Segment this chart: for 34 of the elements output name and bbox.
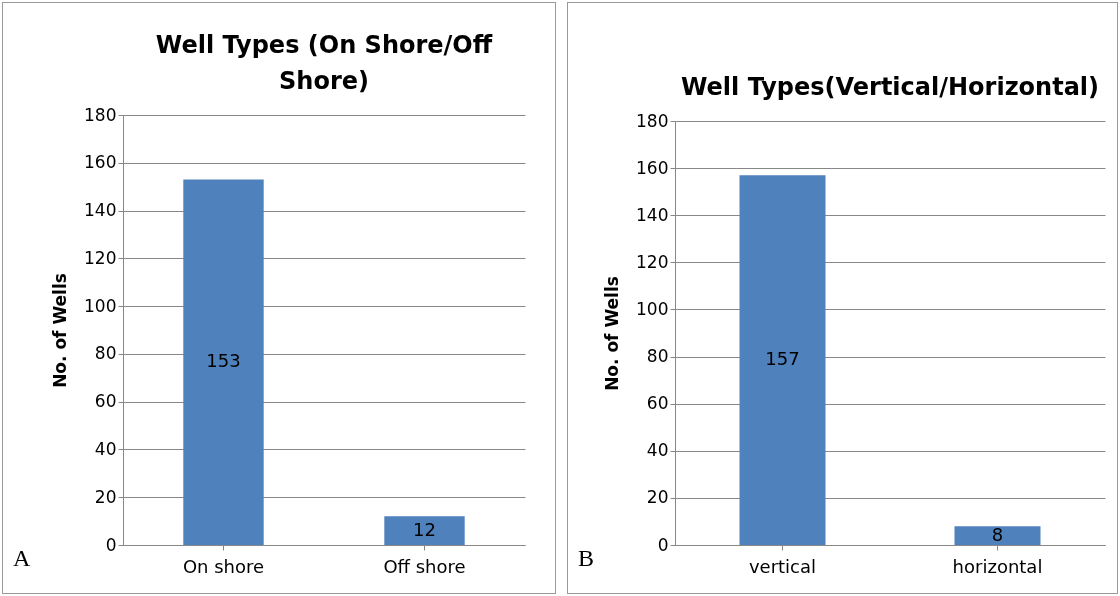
y-tick-label: 20: [646, 487, 669, 508]
y-tick-label: 140: [636, 204, 669, 225]
y-tick-label: 80: [646, 346, 669, 367]
y-tick-label: 100: [84, 295, 117, 316]
y-tick-label: 160: [84, 152, 117, 173]
y-tick-label: 140: [84, 200, 117, 221]
x-tick-label: vertical: [748, 555, 817, 577]
x-tick-label: Off shore: [383, 555, 466, 577]
y-axis-title: No. of Wells: [50, 273, 71, 388]
y-tick-label: 180: [636, 110, 669, 131]
data-label: 153: [206, 350, 241, 372]
y-axis-title: No. of Wells: [602, 276, 623, 391]
text: B: [578, 545, 595, 571]
y-tick-label: 180: [84, 104, 117, 125]
y-tick-label: 160: [636, 157, 669, 178]
y-tick-label: 40: [646, 440, 669, 461]
y-tick-label: 60: [94, 391, 117, 412]
y-tick-label: 40: [94, 438, 117, 459]
x-tick-label: horizontal: [952, 555, 1043, 577]
y-tick-label: 120: [84, 247, 117, 268]
data-label: 157: [765, 348, 800, 370]
data-label: 12: [413, 518, 436, 540]
y-tick-label: 80: [94, 343, 117, 364]
chart-title: Well Types (On Shore/Off Shore): [155, 31, 493, 95]
y-tick-label: 0: [657, 534, 669, 555]
y-tick-label: 20: [94, 486, 117, 507]
x-tick-label: On shore: [182, 555, 265, 577]
y-tick-label: 0: [105, 534, 117, 555]
y-tick-label: 100: [636, 298, 669, 319]
chart-title: Well Types(Vertical/Horizontal): [680, 73, 1100, 101]
y-tick-label: 120: [636, 251, 669, 272]
data-label: 8: [991, 523, 1004, 545]
text: A: [13, 545, 31, 571]
y-tick-label: 60: [646, 393, 669, 414]
